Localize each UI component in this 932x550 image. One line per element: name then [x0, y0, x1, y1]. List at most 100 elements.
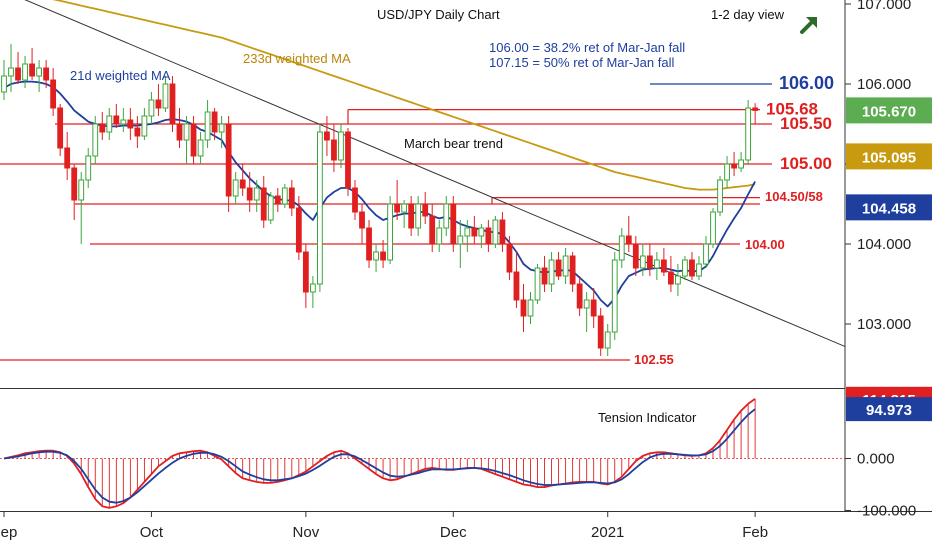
candle: [668, 256, 674, 292]
price-badge: [846, 194, 932, 221]
candle: [471, 216, 478, 244]
candle: [429, 204, 436, 252]
candle-body: [555, 259, 562, 277]
price-badge-label: 105.095: [862, 149, 916, 166]
candle: [415, 196, 422, 236]
candle-body: [120, 119, 127, 125]
candle: [696, 256, 702, 280]
candle-body: [211, 111, 218, 133]
candle: [204, 100, 211, 148]
candle-body: [260, 187, 267, 221]
candle: [745, 100, 752, 164]
candle: [611, 252, 618, 340]
candle-body: [197, 139, 204, 157]
candle: [246, 172, 253, 212]
main-panel: [0, 0, 845, 361]
candle: [288, 180, 295, 216]
candle-body: [485, 227, 492, 245]
candle: [520, 284, 527, 332]
candle-body: [359, 211, 365, 229]
candle: [36, 60, 43, 92]
tension-blue-line: [3, 408, 756, 504]
candle-body: [520, 299, 527, 317]
candle-body: [155, 99, 162, 109]
candle: [57, 104, 64, 156]
candle-body: [64, 147, 71, 169]
candle: [541, 256, 548, 292]
retracement-note-2: 107.15 = 50% ret of Mar-Jan fall: [489, 55, 674, 70]
candle: [281, 184, 288, 208]
candle-body: [717, 179, 723, 213]
candle: [731, 152, 737, 176]
candle: [717, 176, 723, 216]
candle-body: [176, 123, 183, 141]
candle: [345, 128, 351, 196]
candle-body: [457, 235, 464, 245]
candle: [478, 224, 485, 248]
price-badge-label: 104.458: [862, 200, 916, 217]
candle-body: [281, 187, 288, 205]
candle-body: [71, 167, 78, 201]
candle-body: [611, 259, 618, 333]
candle-body: [576, 283, 583, 309]
candle-body: [450, 203, 457, 245]
x-tick-label: Feb: [742, 524, 768, 541]
candle: [8, 44, 14, 92]
candle: [309, 276, 316, 308]
level-label: 104.50/58: [765, 189, 823, 204]
candle: [492, 216, 499, 248]
candle-body: [394, 203, 401, 213]
candle: [43, 60, 50, 88]
candle: [422, 192, 429, 224]
level-label: 105.50: [780, 114, 832, 133]
candle: [267, 192, 274, 224]
y-tick-label: 107.000: [857, 0, 911, 13]
candle-body: [387, 203, 394, 261]
candle-body: [274, 195, 281, 205]
candle: [675, 264, 681, 296]
candle-body: [141, 115, 148, 137]
candle: [506, 236, 513, 280]
candle-body: [1, 75, 7, 93]
candle: [218, 116, 225, 148]
candle: [141, 108, 148, 140]
candle-body: [541, 267, 548, 285]
candle: [190, 116, 197, 164]
candle-body: [85, 155, 92, 181]
candle-body: [689, 259, 695, 277]
candle-body: [106, 115, 113, 133]
retracement-note-1: 106.00 = 38.2% ret of Mar-Jan fall: [489, 40, 685, 55]
candle-body: [295, 207, 302, 253]
candle: [373, 244, 379, 272]
sub-y-tick-label: 0.000: [857, 451, 895, 468]
candle-body: [36, 67, 43, 77]
x-tick-label: Oct: [140, 524, 164, 541]
candle-body: [625, 235, 632, 245]
candle-body: [401, 203, 408, 213]
sub-y-tick-label: -100.000: [857, 503, 916, 520]
candle-body: [562, 255, 569, 277]
candle: [387, 196, 394, 264]
candle: [576, 276, 583, 316]
candle-body: [745, 107, 752, 161]
candle: [724, 156, 730, 188]
candle-body: [190, 123, 197, 157]
candle: [155, 84, 162, 116]
candle-body: [113, 115, 120, 125]
candle-body: [169, 83, 176, 125]
candle: [29, 48, 35, 80]
x-tick-label: 2021: [591, 524, 624, 541]
candle-body: [569, 255, 576, 285]
candle: [183, 116, 190, 164]
y-tick-label: 103.000: [857, 316, 911, 333]
up-right-arrow-icon: [800, 17, 817, 34]
candle: [169, 76, 176, 132]
candle-body: [675, 275, 681, 285]
candle-body: [288, 187, 295, 209]
candle-body: [15, 67, 21, 81]
candle: [211, 108, 218, 140]
candle-body: [331, 139, 337, 161]
candle-body: [471, 227, 478, 237]
candle-body: [618, 235, 625, 261]
candle: [548, 252, 555, 292]
